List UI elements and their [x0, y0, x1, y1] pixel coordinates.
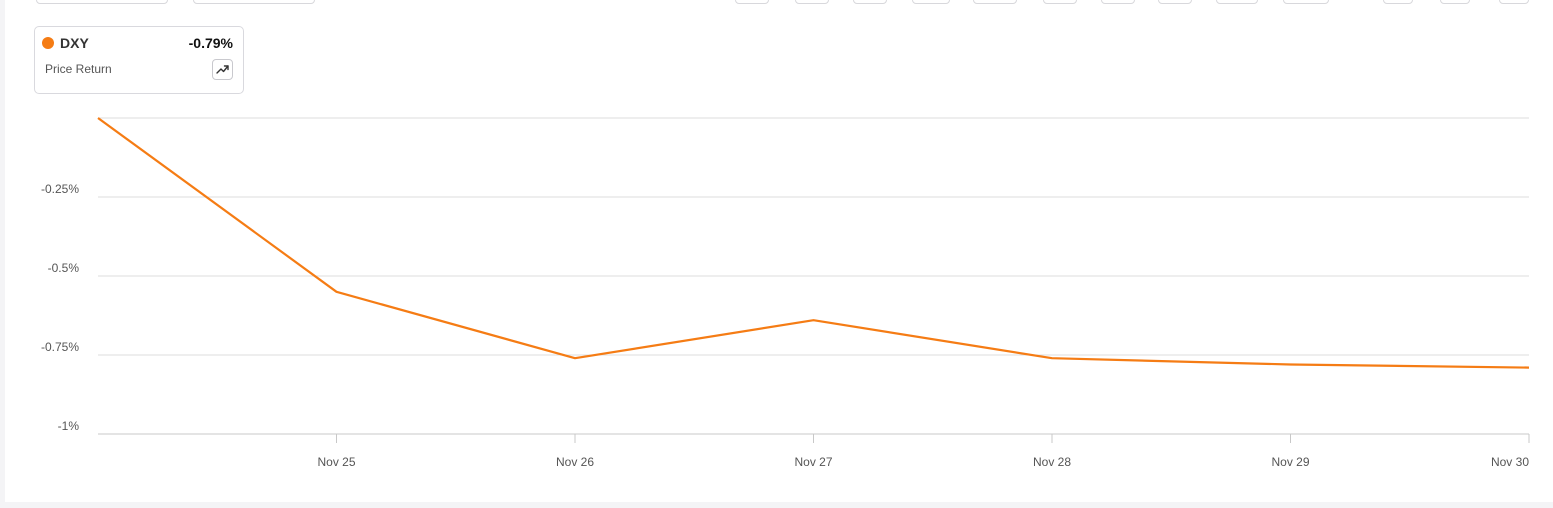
- legend-symbol: DXY: [60, 35, 89, 51]
- x-tick-label: Nov 25: [317, 455, 355, 469]
- x-axis-ticks: Nov 25 Nov 26 Nov 27 Nov 28 Nov 29 Nov 30: [317, 434, 1530, 469]
- y-tick-label: -0.5%: [48, 261, 80, 275]
- y-tick-label: -0.75%: [41, 340, 79, 354]
- x-tick-label: Nov 28: [1033, 455, 1071, 469]
- trend-up-icon: [216, 65, 229, 74]
- x-tick-label: Nov 30: [1491, 455, 1529, 469]
- legend-subtitle: Price Return: [45, 62, 112, 76]
- y-tick-label: -0.25%: [41, 182, 79, 196]
- legend-value: -0.79%: [188, 35, 233, 51]
- chart-panel: [5, 0, 1553, 502]
- y-tick-label: -1%: [58, 419, 80, 433]
- series-color-dot: [42, 37, 54, 49]
- x-tick-label: Nov 27: [794, 455, 832, 469]
- chart-type-button[interactable]: [212, 59, 233, 80]
- x-tick-label: Nov 29: [1271, 455, 1309, 469]
- legend-card: DXY -0.79% Price Return: [34, 26, 244, 94]
- series-layer: [97, 117, 1530, 369]
- series-line-dxy: [97, 117, 1530, 369]
- y-axis-ticks: -1% -0.75% -0.5% -0.25%: [41, 182, 79, 433]
- x-tick-label: Nov 26: [556, 455, 594, 469]
- grid-lines: [98, 117, 1529, 435]
- top-controls: [0, 0, 1553, 4]
